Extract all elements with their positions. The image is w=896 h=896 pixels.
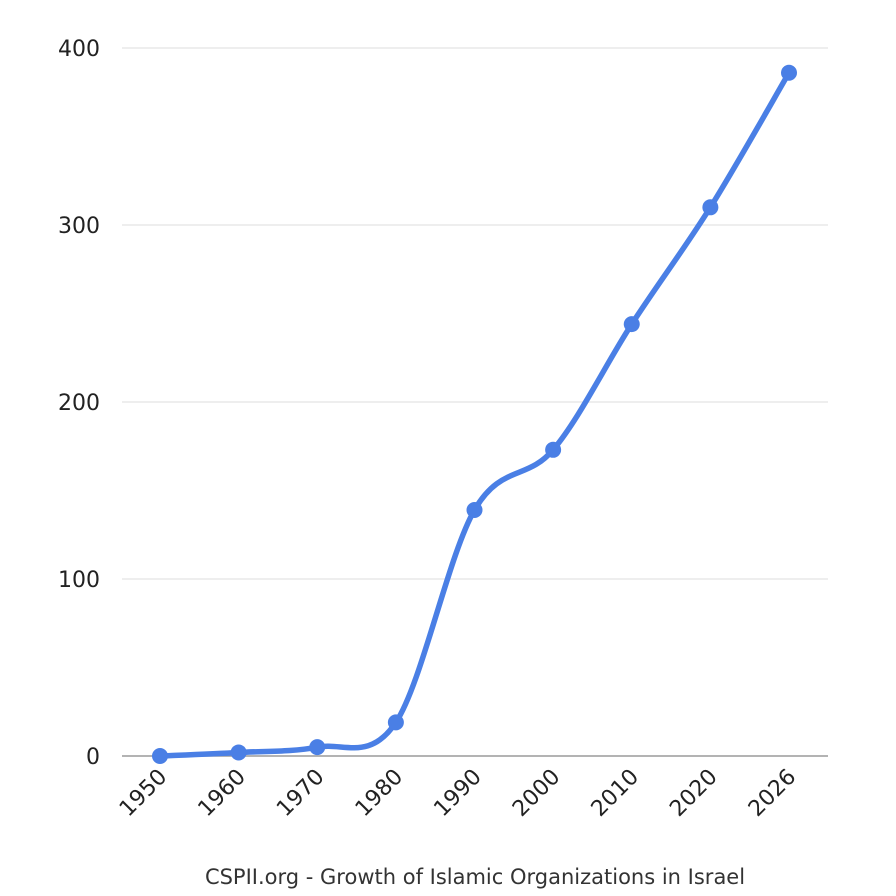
data-point	[152, 748, 168, 764]
series-points	[152, 64, 797, 764]
x-tick-label: 1970	[272, 765, 329, 822]
x-tick-label: 2026	[744, 765, 801, 822]
y-axis-tick-labels: 0 100 200 300 400	[58, 37, 100, 770]
data-point	[309, 739, 326, 756]
data-point	[230, 744, 247, 761]
x-tick-label: 1990	[429, 765, 486, 822]
series-line	[157, 70, 792, 759]
x-tick-label: 2010	[587, 765, 644, 822]
chart-caption: CSPII.org - Growth of Islamic Organizati…	[205, 865, 745, 889]
data-point	[545, 441, 562, 458]
y-tick-label: 200	[58, 391, 100, 416]
gridlines	[122, 47, 828, 580]
y-tick-label: 0	[86, 745, 100, 770]
x-tick-label: 2020	[665, 765, 722, 822]
x-tick-label: 1950	[115, 765, 172, 822]
data-point	[781, 64, 797, 81]
x-axis-tick-labels: 1950 1960 1970 1980 1990 2000 2010 2020 2026	[115, 765, 801, 822]
data-point	[387, 714, 404, 731]
x-tick-label: 2000	[508, 765, 565, 822]
data-point	[702, 199, 719, 216]
data-point	[623, 316, 640, 333]
y-tick-label: 300	[58, 214, 100, 239]
x-tick-label: 1960	[194, 765, 251, 822]
y-tick-label: 100	[58, 568, 100, 593]
data-point	[466, 501, 483, 518]
y-tick-label: 400	[58, 37, 100, 62]
x-tick-label: 1980	[351, 765, 408, 822]
